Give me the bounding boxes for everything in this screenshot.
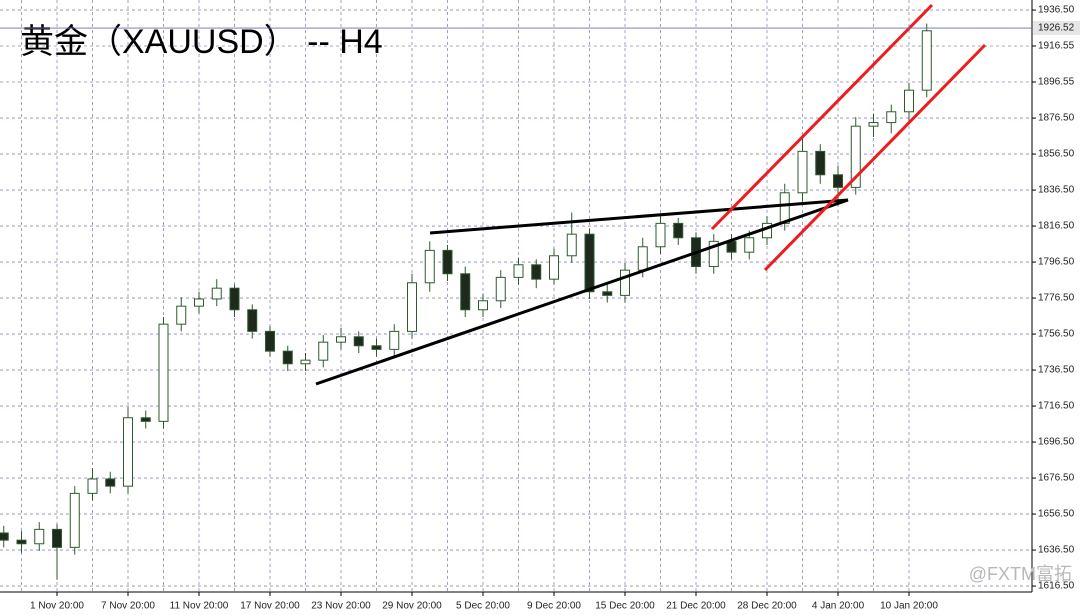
candle-body <box>779 192 790 224</box>
current-price-label: 1926.52 <box>1038 23 1075 34</box>
y-tick-label: 1876.50 <box>1038 113 1075 124</box>
candle-body <box>637 246 648 271</box>
y-tick-label: 1776.50 <box>1038 293 1075 304</box>
chart-title: 黄金（XAUUSD） -- H4 <box>20 23 383 61</box>
y-tick-label: 1836.50 <box>1038 185 1075 196</box>
candle-body <box>176 305 187 325</box>
candle-body <box>123 417 133 487</box>
candle-body <box>336 336 346 343</box>
candle-body <box>16 539 27 545</box>
candle-body <box>584 233 595 293</box>
x-tick-label: 11 Nov 20:00 <box>170 601 229 612</box>
candle-body <box>34 528 45 545</box>
candle-body <box>850 125 861 188</box>
candle-body <box>52 528 62 548</box>
y-tick-label: 1696.50 <box>1038 437 1075 448</box>
y-tick-label: 1856.50 <box>1038 149 1075 160</box>
trend-line <box>315 198 849 386</box>
candle-body <box>815 150 826 176</box>
candle-body <box>566 233 577 257</box>
x-tick-label: 7 Nov 20:00 <box>101 601 155 612</box>
candle-body <box>389 330 400 350</box>
y-tick-label: 1896.55 <box>1038 77 1075 88</box>
x-tick-label: 1 Nov 20:00 <box>30 601 84 612</box>
candle-body <box>158 323 169 422</box>
x-tick-label: 5 Dec 20:00 <box>456 601 510 612</box>
candle-body <box>229 287 240 311</box>
candle-body <box>300 359 311 365</box>
y-tick-label: 1676.50 <box>1038 473 1075 484</box>
y-tick-label: 1756.50 <box>1038 329 1075 340</box>
current-price-box <box>1033 21 1080 36</box>
candle-body <box>708 240 719 268</box>
x-tick-label: 28 Dec 20:00 <box>737 601 797 612</box>
candle-body <box>602 291 613 296</box>
candles <box>0 23 932 580</box>
candle-body <box>797 150 808 194</box>
candle-body <box>726 240 737 253</box>
candle-body <box>549 255 559 280</box>
trend-line <box>429 198 849 235</box>
y-tick-label: 1616.50 <box>1038 581 1075 592</box>
y-tick-label: 1716.50 <box>1038 401 1075 412</box>
y-tick-label: 1636.50 <box>1038 545 1075 556</box>
candle-body <box>407 282 417 332</box>
candle-body <box>442 249 453 275</box>
candle-body <box>424 249 435 284</box>
x-tick-label: 17 Nov 20:00 <box>240 601 300 612</box>
y-tick-label: 1796.50 <box>1038 257 1075 268</box>
candle-body <box>105 478 116 487</box>
candle-body <box>265 330 275 352</box>
y-tick-label: 1816.50 <box>1038 221 1075 232</box>
candle-body <box>833 174 843 188</box>
candle-body <box>460 273 471 311</box>
candle-body <box>886 111 897 124</box>
trend-lines <box>315 3 987 386</box>
candle-body <box>904 89 914 113</box>
y-tick-label: 1916.55 <box>1038 41 1075 52</box>
candle-body <box>531 264 542 280</box>
grid <box>0 0 1032 592</box>
candle-body <box>673 222 684 239</box>
candle-body <box>655 222 666 248</box>
candle-body <box>282 350 293 365</box>
channel-line <box>763 43 987 272</box>
candle-body <box>921 30 932 91</box>
x-tick-label: 15 Dec 20:00 <box>595 601 655 612</box>
x-tick-label: 9 Dec 20:00 <box>527 601 581 612</box>
y-tick-label: 1936.50 <box>1038 5 1075 16</box>
x-tick-label: 21 Dec 20:00 <box>666 601 726 612</box>
candle-body <box>495 276 506 302</box>
candle-body <box>247 309 258 332</box>
candle-body <box>69 492 80 548</box>
y-tick-label: 1656.50 <box>1038 509 1075 520</box>
watermark: @FXTM富拓 <box>969 564 1072 584</box>
x-tick-label: 23 Nov 20:00 <box>311 601 371 612</box>
candle-body <box>620 269 630 296</box>
candle-body <box>513 264 524 278</box>
candle-body <box>194 298 204 307</box>
x-tick-label: 29 Nov 20:00 <box>382 601 442 612</box>
candle-body <box>0 532 9 541</box>
candle-body <box>140 417 151 422</box>
candle-body <box>478 300 488 311</box>
channel-line <box>710 3 934 231</box>
y-tick-label: 1736.50 <box>1038 365 1075 376</box>
candle-body <box>353 336 364 347</box>
candle-body <box>211 287 222 300</box>
candle-body <box>744 237 755 253</box>
x-tick-label: 4 Jan 20:00 <box>812 601 865 612</box>
candle-body <box>318 341 329 361</box>
x-tick-label: 10 Jan 20:00 <box>880 601 938 612</box>
candle-body <box>371 345 382 350</box>
candle-body <box>87 478 98 494</box>
candle-body <box>868 122 879 127</box>
